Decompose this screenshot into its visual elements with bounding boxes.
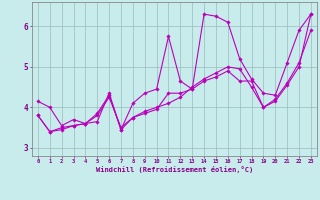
X-axis label: Windchill (Refroidissement éolien,°C): Windchill (Refroidissement éolien,°C) (96, 166, 253, 173)
